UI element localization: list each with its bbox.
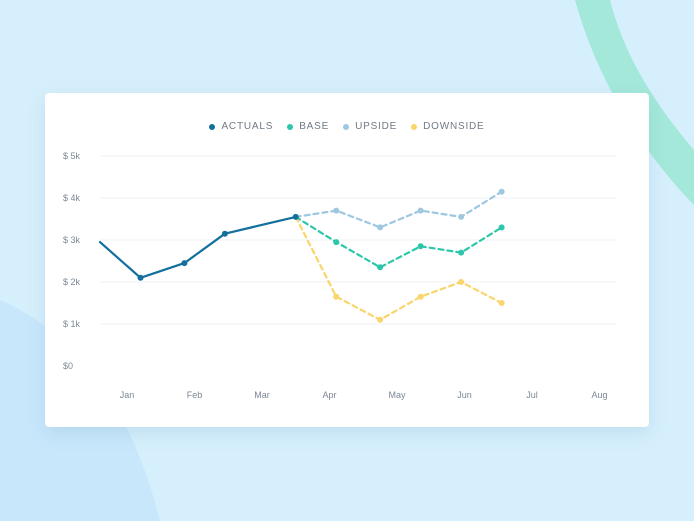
series-point-downside (333, 293, 340, 300)
x-tick-label: Jan (120, 390, 135, 400)
series-point-downside (417, 293, 424, 300)
series-line-actuals (98, 215, 297, 279)
series-line-upside (294, 190, 503, 229)
y-tick-label: $ 5k (63, 151, 81, 161)
y-tick-label: $0 (63, 361, 73, 371)
series-point-actuals (181, 260, 188, 267)
legend-item[interactable]: ACTUALS (209, 121, 273, 132)
series-point-actuals (221, 230, 228, 237)
series-point-downside (377, 316, 384, 323)
chart-card: ACTUALS BASE UPSIDE DOWNSIDE $ 5k $ 4k $ 3k $ … (45, 93, 649, 427)
series-point-upside (417, 207, 424, 214)
series-point-upside (498, 188, 505, 195)
series-point-upside (458, 213, 465, 220)
x-tick-label: Aug (591, 390, 607, 400)
series-line-base (294, 215, 503, 269)
series-point-actuals (137, 274, 144, 281)
legend-label: UPSIDE (355, 121, 398, 132)
legend-label: BASE (299, 121, 330, 132)
line-chart: $ 5k $ 4k $ 3k $ 2k $ 1k $0 Jan Feb Mar Apr May Jun… (63, 151, 617, 400)
series-point-base (458, 249, 465, 256)
legend-dot-icon (411, 123, 418, 130)
series-point-base (333, 239, 340, 246)
series-point-upside (377, 224, 384, 231)
legend-label: ACTUALS (221, 121, 274, 132)
series-point-upside (333, 207, 340, 214)
x-tick-label: Jul (526, 390, 538, 400)
series-line-downside (294, 215, 503, 321)
x-tick-label: Jun (457, 390, 472, 400)
legend-label: DOWNSIDE (423, 121, 485, 132)
series-point-downside (498, 300, 505, 306)
series-point-downside (458, 279, 465, 285)
x-tick-label: Mar (254, 390, 270, 400)
x-tick-label: May (388, 390, 406, 400)
legend-item[interactable]: UPSIDE (343, 121, 397, 132)
y-tick-label: $ 2k (63, 277, 81, 287)
legend-dot-icon (287, 123, 294, 130)
series-point-base (417, 243, 424, 250)
y-tick-label: $ 1k (63, 319, 81, 329)
legend-item[interactable]: BASE (287, 121, 329, 132)
legend-item[interactable]: DOWNSIDE (411, 121, 484, 132)
series-point-base (498, 224, 505, 231)
x-tick-label: Feb (187, 390, 203, 400)
x-tick-label: Apr (322, 390, 336, 400)
series-point-actuals (292, 213, 299, 220)
legend-dot-icon (209, 123, 216, 130)
series-point-base (377, 264, 384, 271)
chart-legend: ACTUALS BASE UPSIDE DOWNSIDE (45, 121, 649, 132)
y-tick-label: $ 3k (63, 235, 81, 245)
y-tick-label: $ 4k (63, 193, 81, 203)
legend-dot-icon (343, 123, 350, 130)
